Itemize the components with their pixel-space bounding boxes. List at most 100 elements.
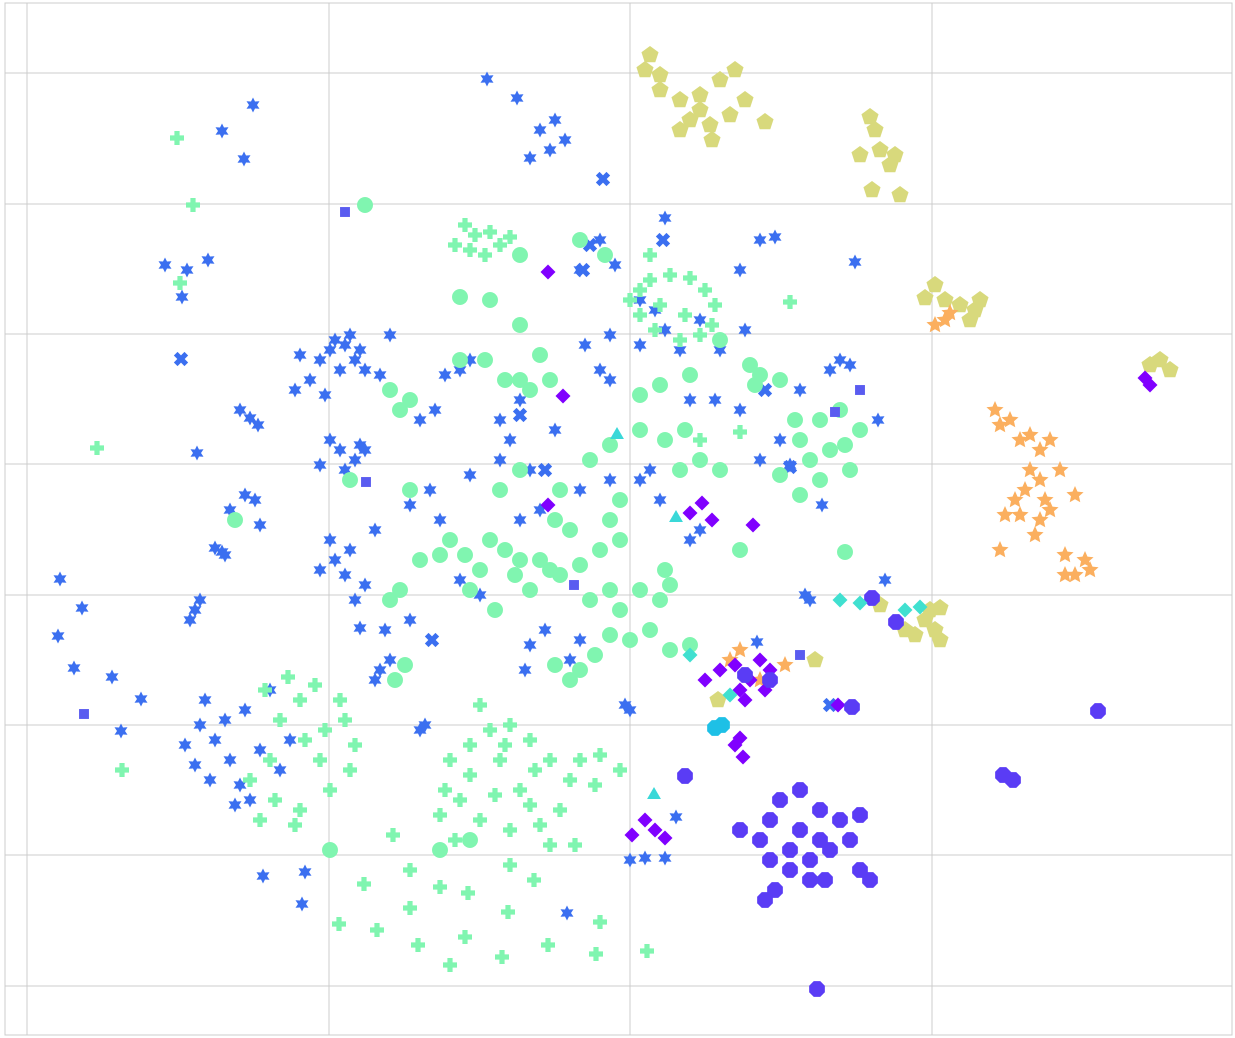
point xyxy=(482,292,498,308)
point xyxy=(512,247,528,263)
point xyxy=(348,738,362,752)
point xyxy=(403,497,417,513)
point xyxy=(832,812,848,828)
point xyxy=(281,670,295,684)
point xyxy=(971,291,989,308)
point xyxy=(864,590,880,606)
point xyxy=(782,842,798,858)
point xyxy=(582,592,598,608)
point xyxy=(721,106,739,123)
point xyxy=(283,732,297,748)
point xyxy=(912,599,928,615)
point xyxy=(75,600,89,616)
point xyxy=(540,497,556,513)
point xyxy=(340,207,350,217)
point xyxy=(411,938,425,952)
point xyxy=(503,432,517,448)
point xyxy=(602,437,618,453)
point xyxy=(562,522,578,538)
point xyxy=(673,333,687,347)
point xyxy=(463,768,477,782)
point xyxy=(503,230,517,244)
point xyxy=(589,947,603,961)
point xyxy=(677,768,693,784)
point xyxy=(658,322,672,338)
point xyxy=(533,122,547,138)
point xyxy=(253,517,267,533)
point xyxy=(597,247,613,263)
point xyxy=(443,753,457,767)
point xyxy=(735,749,751,765)
point xyxy=(792,487,808,503)
point xyxy=(461,886,475,900)
point xyxy=(483,723,497,737)
point xyxy=(497,542,513,558)
point xyxy=(752,652,768,668)
point xyxy=(916,289,934,306)
point xyxy=(513,783,527,797)
point xyxy=(453,572,467,588)
point xyxy=(273,762,287,778)
point xyxy=(742,357,758,373)
point xyxy=(931,599,949,616)
point xyxy=(703,131,721,148)
point xyxy=(891,186,909,203)
point xyxy=(228,797,242,813)
point xyxy=(548,422,562,438)
point xyxy=(657,830,673,846)
point xyxy=(552,482,568,498)
point xyxy=(750,634,764,650)
point xyxy=(652,377,668,393)
point xyxy=(573,753,587,767)
point xyxy=(313,753,327,767)
point xyxy=(392,582,408,598)
point xyxy=(682,505,698,521)
point xyxy=(693,328,707,342)
point xyxy=(671,91,689,108)
point xyxy=(691,101,709,118)
point xyxy=(733,402,747,418)
point xyxy=(190,445,204,461)
point xyxy=(513,392,527,408)
point xyxy=(370,923,384,937)
point xyxy=(657,562,673,578)
point xyxy=(772,372,788,388)
point xyxy=(837,544,853,560)
point xyxy=(830,697,846,713)
point xyxy=(457,547,473,563)
point xyxy=(941,304,959,321)
point xyxy=(233,777,247,793)
point xyxy=(188,602,202,618)
point xyxy=(708,392,722,408)
point xyxy=(512,462,528,478)
point xyxy=(218,547,232,563)
point xyxy=(473,587,487,603)
point xyxy=(413,412,427,428)
point xyxy=(178,737,192,753)
point xyxy=(815,497,829,513)
point xyxy=(463,738,477,752)
point xyxy=(657,432,673,448)
point xyxy=(622,632,638,648)
point xyxy=(433,808,447,822)
point xyxy=(861,108,879,125)
point xyxy=(648,323,662,337)
point xyxy=(392,402,408,418)
point xyxy=(822,842,838,858)
point xyxy=(871,412,885,428)
point xyxy=(433,880,447,894)
point xyxy=(1016,481,1034,498)
point xyxy=(798,587,812,603)
point xyxy=(386,828,400,842)
point xyxy=(603,472,617,488)
point xyxy=(458,930,472,944)
point xyxy=(643,248,657,262)
point xyxy=(353,342,367,358)
point xyxy=(852,862,868,878)
point xyxy=(653,298,667,312)
point xyxy=(90,441,104,455)
point xyxy=(806,651,824,668)
point xyxy=(803,592,817,608)
point xyxy=(624,827,640,843)
